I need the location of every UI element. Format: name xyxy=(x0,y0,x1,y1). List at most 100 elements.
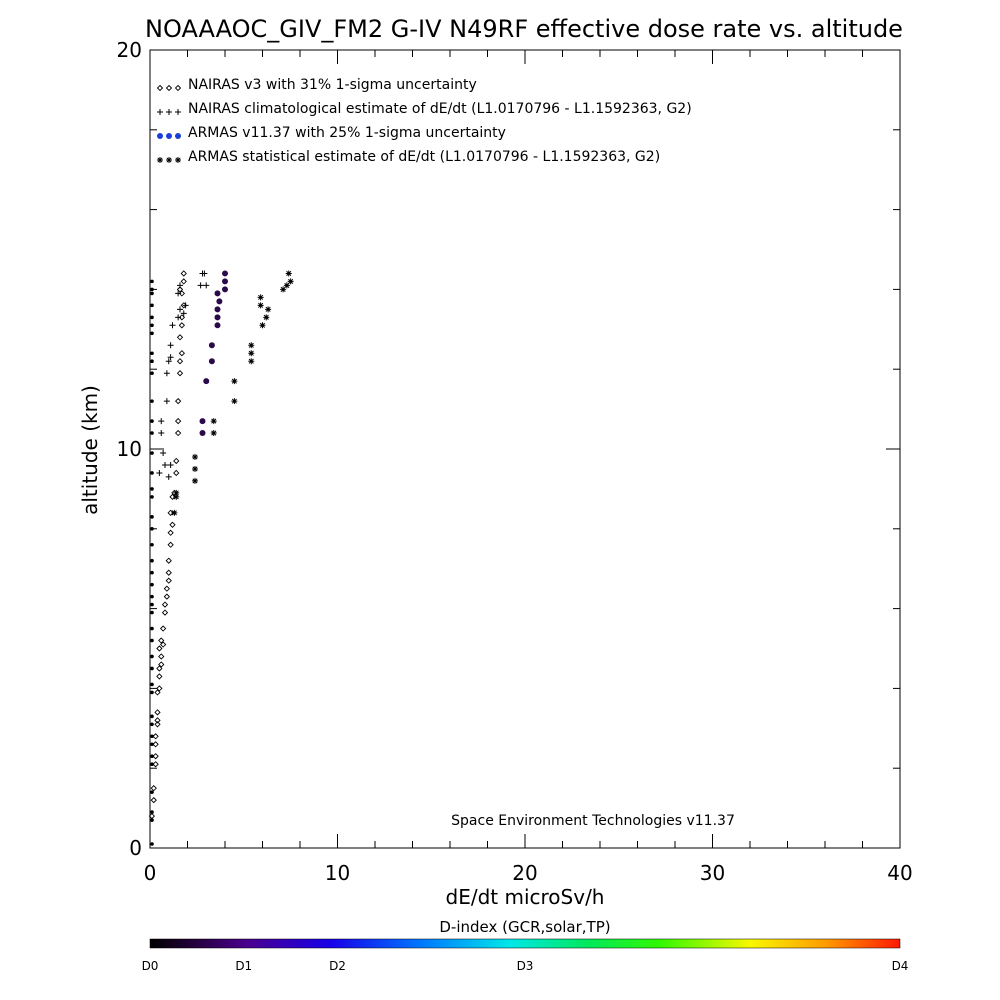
data-point xyxy=(165,557,172,564)
data-point xyxy=(150,690,154,695)
data-point xyxy=(152,733,159,740)
data-point xyxy=(201,270,208,277)
data-point xyxy=(154,717,161,724)
data-point xyxy=(178,314,186,321)
data-point xyxy=(192,477,198,484)
data-point xyxy=(214,322,221,329)
colorbar-tick-label: D4 xyxy=(892,959,909,973)
data-point xyxy=(169,322,176,329)
credit-annotation: Space Environment Technologies v11.37 xyxy=(451,813,735,829)
data-point xyxy=(156,673,163,680)
data-point xyxy=(158,418,165,425)
legend-marker xyxy=(175,133,181,139)
data-point xyxy=(150,626,154,631)
data-point xyxy=(150,291,154,296)
legend-marker xyxy=(166,133,172,139)
data-point xyxy=(216,298,223,305)
legend-marker xyxy=(157,157,163,163)
data-point xyxy=(150,471,154,475)
legend-marker xyxy=(156,84,164,92)
data-point xyxy=(169,521,176,528)
data-point xyxy=(150,570,154,575)
data-point xyxy=(150,303,154,308)
legend-marker xyxy=(175,109,181,115)
data-point xyxy=(158,430,165,437)
data-point xyxy=(167,509,174,516)
data-point xyxy=(222,286,228,293)
legend-marker xyxy=(157,133,163,139)
data-point xyxy=(199,430,206,437)
data-point xyxy=(150,602,154,607)
data-point xyxy=(182,302,189,309)
data-point xyxy=(165,569,172,576)
data-point xyxy=(150,638,154,643)
data-point xyxy=(259,322,266,329)
legend-marker xyxy=(157,109,163,115)
data-point xyxy=(158,637,165,644)
data-point xyxy=(156,469,163,476)
data-point xyxy=(203,378,210,385)
data-point xyxy=(150,714,154,719)
legend-marker xyxy=(165,84,173,92)
data-point xyxy=(161,609,169,616)
data-point xyxy=(175,314,182,321)
colorbar-tick-label: D3 xyxy=(517,959,534,973)
data-point xyxy=(150,558,154,563)
data-point xyxy=(150,279,154,284)
data-point xyxy=(165,473,172,480)
data-point xyxy=(150,762,154,767)
data-point xyxy=(150,754,154,759)
data-point xyxy=(163,398,170,405)
legend-marker xyxy=(175,157,181,163)
data-point xyxy=(174,429,182,437)
data-point xyxy=(208,358,215,365)
data-point xyxy=(180,270,187,277)
data-point xyxy=(177,282,183,289)
data-point xyxy=(150,818,154,822)
data-point xyxy=(150,431,154,435)
data-point xyxy=(163,370,170,377)
data-point xyxy=(174,397,182,405)
data-point xyxy=(154,721,161,728)
x-tick-label: 0 xyxy=(144,861,157,885)
data-point xyxy=(165,358,172,365)
data-point xyxy=(150,287,154,292)
data-point xyxy=(283,282,290,289)
data-point xyxy=(176,358,184,365)
data-point xyxy=(160,449,167,456)
data-point xyxy=(280,286,287,293)
data-point xyxy=(178,322,186,329)
data-point xyxy=(173,493,180,500)
data-point xyxy=(150,842,154,846)
x-tick-label: 40 xyxy=(887,861,912,885)
data-point xyxy=(178,290,186,297)
data-points xyxy=(148,270,294,846)
data-point xyxy=(231,378,238,385)
data-point xyxy=(167,461,174,468)
legend-label: NAIRAS v3 with 31% 1-sigma uncertainty xyxy=(188,77,477,93)
data-point xyxy=(173,489,180,496)
data-point xyxy=(176,286,184,293)
data-point xyxy=(178,350,186,357)
data-point xyxy=(167,529,174,536)
data-point xyxy=(163,593,171,600)
data-point xyxy=(169,493,176,501)
data-point xyxy=(150,323,154,328)
data-point xyxy=(214,290,221,297)
data-point xyxy=(208,342,215,349)
legend-label: ARMAS statistical estimate of dE/dt (L1.… xyxy=(188,149,660,165)
data-point xyxy=(177,306,183,313)
data-point xyxy=(150,315,154,320)
legend-entry: ARMAS statistical estimate of dE/dt (L1.… xyxy=(157,149,660,165)
data-point xyxy=(150,682,154,687)
data-point xyxy=(210,418,217,425)
legend-label: ARMAS v11.37 with 25% 1-sigma uncertaint… xyxy=(188,125,506,141)
data-point xyxy=(257,294,264,301)
data-point xyxy=(158,661,165,668)
data-point xyxy=(150,451,154,455)
legend-entry: NAIRAS v3 with 31% 1-sigma uncertainty xyxy=(156,77,477,93)
data-point xyxy=(158,653,165,660)
data-point xyxy=(248,342,255,349)
data-point xyxy=(150,419,154,423)
data-point xyxy=(150,796,157,804)
